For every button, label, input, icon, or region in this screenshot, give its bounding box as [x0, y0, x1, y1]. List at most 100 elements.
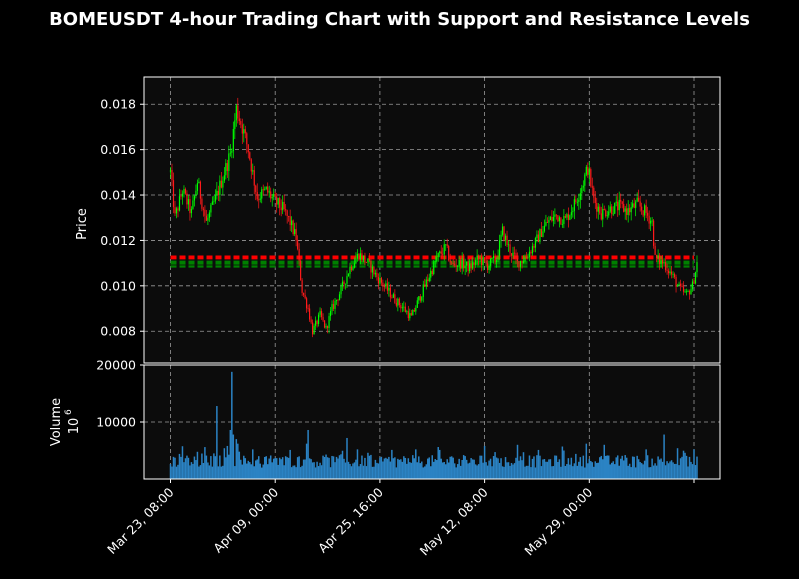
volume-bar: [663, 434, 665, 479]
volume-bar: [642, 464, 644, 479]
candle-body: [379, 277, 381, 284]
candle-body: [240, 121, 242, 125]
candle-body: [431, 270, 433, 275]
volume-bar: [649, 467, 652, 479]
candle-body: [558, 217, 560, 222]
candle-body: [404, 306, 406, 313]
candle-body: [389, 287, 391, 298]
candle-body: [277, 197, 279, 205]
volume-bar: [672, 462, 674, 479]
candle-body: [540, 228, 543, 237]
volume-bar: [440, 458, 442, 479]
volume-bar: [631, 456, 634, 479]
volume-bar: [183, 462, 185, 479]
volume-bar: [350, 466, 353, 479]
volume-bar: [377, 463, 380, 479]
volume-bar: [425, 464, 428, 479]
volume-bar: [637, 459, 640, 479]
volume-bar: [534, 467, 537, 479]
volume-bar: [657, 456, 659, 479]
candle-body: [261, 189, 263, 199]
volume-bar: [479, 455, 481, 479]
volume-bar: [359, 464, 362, 479]
volume-bar: [652, 465, 655, 479]
volume-bar: [320, 465, 323, 479]
volume-bar: [625, 457, 628, 479]
volume-bar: [693, 449, 695, 479]
volume-bar: [572, 466, 574, 479]
candle-body: [234, 120, 236, 129]
volume-bar: [199, 465, 202, 479]
volume-bar: [238, 451, 241, 479]
candle-body: [500, 234, 502, 241]
candle-body: [229, 152, 231, 154]
candle-body: [349, 266, 351, 275]
candle-body: [295, 229, 297, 241]
volume-bar: [329, 467, 332, 479]
candle-body: [352, 267, 354, 271]
volume-bar: [190, 462, 193, 479]
volume-bar: [477, 464, 480, 479]
candlesticks: [169, 97, 698, 338]
volume-bar: [296, 457, 299, 479]
volume-bar: [584, 467, 586, 479]
volume-bar: [588, 458, 591, 479]
candle-body: [527, 257, 529, 259]
candle-body: [337, 299, 339, 301]
candle-body: [247, 144, 249, 153]
volume-bar: [364, 457, 366, 479]
volume-bar: [560, 466, 562, 479]
volume-bar: [581, 466, 583, 479]
volume-bar: [452, 457, 454, 479]
candle-body: [271, 196, 273, 199]
candle-body: [467, 261, 469, 272]
volume-bar: [630, 467, 632, 479]
candle-body: [548, 219, 550, 223]
volume-bar: [265, 456, 267, 479]
volume-bar: [539, 455, 541, 479]
candle-body: [564, 216, 566, 218]
candle-body: [190, 208, 193, 214]
volume-bar: [286, 457, 288, 479]
volume-bar: [569, 464, 571, 479]
candle-body: [225, 163, 227, 176]
volume-bar: [694, 465, 697, 479]
candle-body: [313, 325, 315, 335]
candle-body: [567, 214, 569, 220]
volume-bar: [232, 434, 235, 479]
candle-body: [530, 251, 532, 254]
volume-bar: [208, 465, 211, 479]
volume-bar: [431, 455, 433, 479]
volume-bar: [335, 456, 338, 479]
candle-body: [495, 260, 498, 262]
candle-body: [661, 259, 664, 264]
volume-bar: [334, 462, 336, 479]
candle-body: [615, 201, 617, 203]
candle-body: [397, 298, 399, 306]
candle-body: [690, 289, 692, 295]
candle-body: [300, 260, 302, 281]
volume-bar: [673, 463, 676, 479]
candle-body: [449, 260, 451, 263]
candle-body: [416, 300, 418, 308]
volume-bar: [603, 444, 606, 479]
volume-bar: [269, 455, 272, 479]
candle-body: [501, 226, 504, 235]
candle-body: [489, 258, 492, 266]
candle-body: [341, 281, 344, 287]
volume-bar: [471, 459, 474, 479]
volume-bar: [554, 455, 556, 479]
candle-body: [371, 266, 374, 273]
candle-body: [645, 205, 647, 213]
volume-bar: [400, 459, 402, 479]
candle-body: [539, 228, 541, 242]
candle-body: [635, 201, 637, 208]
candle-body: [250, 159, 252, 172]
candle-body: [385, 283, 387, 287]
volume-bar: [540, 466, 543, 479]
volume-bar: [181, 446, 184, 479]
candle-body: [307, 308, 309, 310]
price-y-tick-label: 0.008: [100, 324, 136, 339]
candle-body: [340, 286, 342, 295]
volume-bar: [545, 461, 547, 479]
